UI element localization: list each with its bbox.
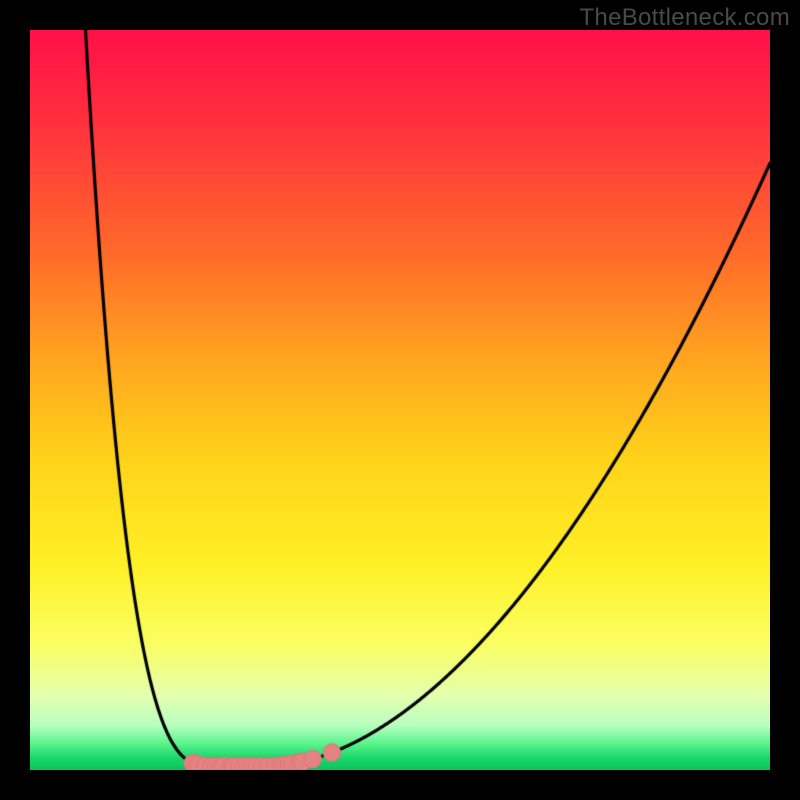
plot-canvas: [30, 30, 770, 770]
plot-area: [30, 30, 770, 770]
stage: TheBottleneck.com: [0, 0, 800, 800]
watermark-text: TheBottleneck.com: [579, 4, 790, 32]
